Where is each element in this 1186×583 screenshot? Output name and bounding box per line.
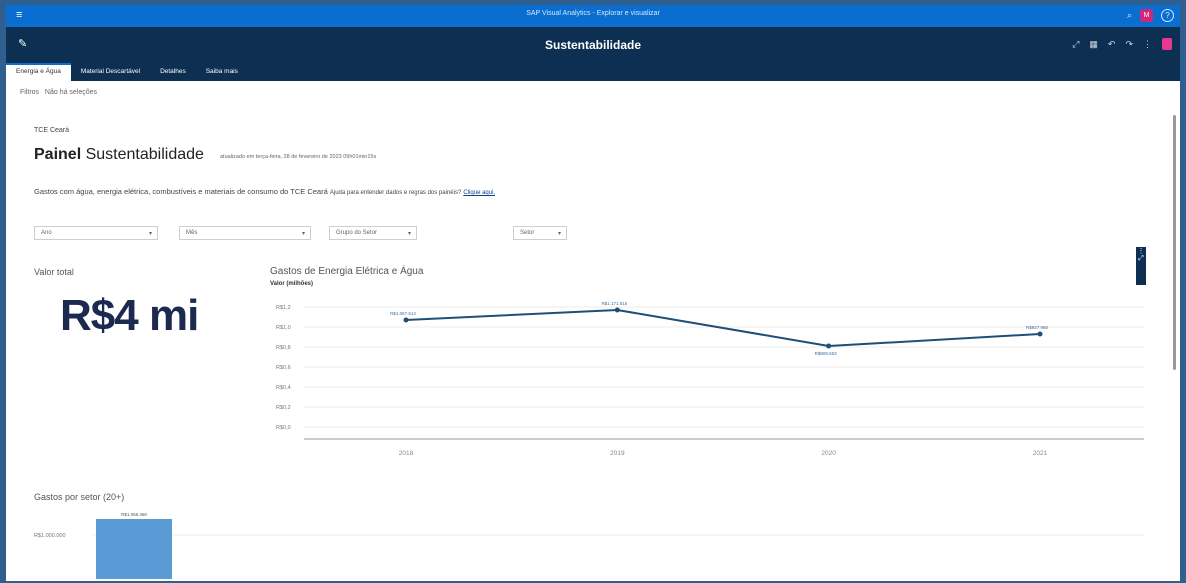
select-setor-label: Setor xyxy=(520,230,535,236)
tab-energia-agua[interactable]: Energia e Água xyxy=(6,63,71,81)
help-icon[interactable]: ? xyxy=(1161,9,1174,22)
data-label: R$1.058.366 xyxy=(121,512,147,517)
data-point xyxy=(614,307,620,313)
select-mes[interactable]: Mês ▾ xyxy=(179,226,311,240)
story-title: Sustentabilidade xyxy=(544,38,642,52)
kpi-label: Valor total xyxy=(34,267,74,277)
description-text: Gastos com água, energia elétrica, combu… xyxy=(34,187,328,196)
select-setor[interactable]: Setor ▾ xyxy=(513,226,567,240)
app-window: ≡ SAP Visual Analytics - Explorar e visu… xyxy=(6,5,1180,581)
filter-label: Filtros xyxy=(20,89,40,96)
vertical-scrollbar[interactable] xyxy=(1173,115,1176,370)
tab-detalhes[interactable]: Detalhes xyxy=(160,68,186,75)
y-tick-label: R$1,2 xyxy=(276,305,291,311)
y-tick-label: R$0,8 xyxy=(276,345,291,351)
x-tick-label: 2019 xyxy=(610,450,625,457)
edit-icon[interactable]: ✎ xyxy=(18,38,28,50)
grid-icon[interactable]: ▦ xyxy=(1089,38,1098,49)
story-header: ✎ Sustentabilidade ⤢ ▦ ↶ ↷ ⋮ xyxy=(6,27,1180,63)
chevron-down-icon: ▾ xyxy=(148,231,152,237)
sector-bar-chart: R$1.000.000 R$1.058.366 xyxy=(34,512,1144,579)
energy-chart-ylabel: Valor (milhões) xyxy=(270,281,314,287)
filter-bar[interactable]: Filtros Não há seleções xyxy=(20,89,97,96)
page-description: Gastos com água, energia elétrica, combu… xyxy=(34,187,495,196)
page-title-bold: Painel xyxy=(34,146,82,163)
select-grupo-setor-label: Grupo do Setor xyxy=(336,230,378,236)
chevron-down-icon: ▾ xyxy=(301,231,305,237)
org-name: TCE Ceará xyxy=(34,127,70,134)
page-title: Painel Sustentabilidade xyxy=(34,146,204,164)
chart-toolbar[interactable]: ⋮ ⤢ xyxy=(1136,247,1146,285)
app-title: SAP Visual Analytics - Explorar e visual… xyxy=(526,10,660,17)
tab-bar: Energia e Água Material Descartável Deta… xyxy=(6,63,1180,81)
energy-line-chart: R$0,0 R$0,2 R$0,4 R$0,6 R$0,8 R$1,0 R$1,2 R$1.0… xyxy=(276,301,1144,457)
redo-icon[interactable]: ↷ xyxy=(1125,38,1133,49)
data-label: R$927.980 xyxy=(1026,325,1049,330)
filter-value: Não há seleções xyxy=(44,89,98,96)
data-label: R$809.553 xyxy=(815,351,838,356)
select-ano[interactable]: Ano ▾ xyxy=(34,226,158,240)
data-label: R$1.171.616 xyxy=(601,301,627,306)
tab-saiba-mais[interactable]: Saiba mais xyxy=(205,68,238,75)
sector-chart-title: Gastos por setor (20+) xyxy=(34,492,125,502)
y-tick-label: R$0,6 xyxy=(276,365,291,371)
updated-timestamp: atualizado em terça-feira, 28 de feverei… xyxy=(220,154,377,160)
fullscreen-icon[interactable]: ⤢ xyxy=(1138,255,1144,262)
energy-chart-title: Gastos de Energia Elétrica e Água xyxy=(270,266,424,277)
y-tick-label: R$0,2 xyxy=(276,405,291,411)
help-text: Ajuda para entender dados e regras dos p… xyxy=(329,190,462,196)
select-grupo-setor[interactable]: Grupo do Setor ▾ xyxy=(329,226,417,240)
expand-icon[interactable]: ⤢ xyxy=(1072,38,1080,49)
page-title-rest: Sustentabilidade xyxy=(85,146,204,163)
menu-icon[interactable]: ≡ xyxy=(16,9,23,21)
x-tick-label: 2018 xyxy=(399,450,414,457)
comment-icon[interactable] xyxy=(1162,38,1172,50)
kpi-value: R$4 mi xyxy=(60,291,199,340)
y-tick-label: R$0,4 xyxy=(276,385,291,391)
data-point xyxy=(826,343,832,349)
y-tick-label: R$0,0 xyxy=(276,425,291,431)
bar xyxy=(96,519,172,579)
tab-material-descartavel[interactable]: Material Descartável xyxy=(80,68,141,75)
x-tick-label: 2020 xyxy=(821,450,836,457)
more-icon[interactable]: ⋮ xyxy=(1143,38,1152,49)
select-ano-label: Ano xyxy=(41,230,52,236)
data-label: R$1.067.614 xyxy=(390,311,416,316)
user-avatar[interactable]: M xyxy=(1140,9,1153,22)
data-point xyxy=(403,317,409,323)
undo-icon[interactable]: ↶ xyxy=(1107,38,1116,49)
search-icon[interactable]: ⌕ xyxy=(1126,10,1132,20)
series-line xyxy=(405,308,1041,348)
y-tick-label: R$1.000.000 xyxy=(34,533,66,539)
chevron-down-icon: ▾ xyxy=(407,231,411,237)
help-link[interactable]: Clique aqui. xyxy=(463,190,496,196)
data-point xyxy=(1037,331,1043,337)
y-tick-label: R$1,0 xyxy=(276,325,291,331)
more-icon[interactable]: ⋮ xyxy=(1137,248,1145,255)
chevron-down-icon: ▾ xyxy=(557,231,561,237)
select-mes-label: Mês xyxy=(186,230,198,236)
x-tick-label: 2021 xyxy=(1033,450,1048,457)
shell-bar: ≡ SAP Visual Analytics - Explorar e visu… xyxy=(6,5,1180,27)
